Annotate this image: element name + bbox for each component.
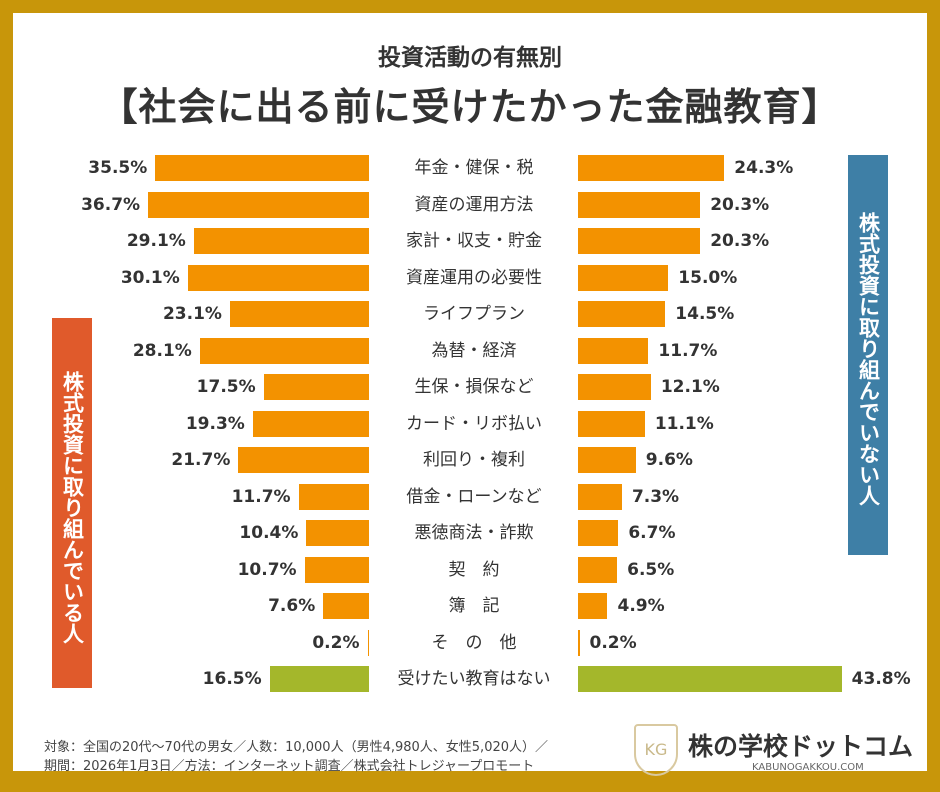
value-label-right: 43.8% [851, 669, 911, 689]
chart-frame [13, 13, 927, 771]
value-label-right: 12.1% [660, 377, 720, 397]
value-label-left: 10.4% [239, 523, 299, 543]
left-series-label: 株式投資に取り組んでいる人 [52, 318, 92, 688]
value-label-right: 6.7% [628, 523, 676, 543]
bar-right [578, 410, 645, 437]
category-label: 簿 記 [448, 596, 500, 616]
value-label-left: 29.1% [126, 231, 186, 251]
bar-right [578, 337, 649, 364]
bar-left [263, 374, 369, 400]
value-label-right: 7.3% [631, 486, 680, 507]
footer-line-1: 対象：全国の20代〜70代の男女／人数：10,000人（男性4,980人、女性5… [44, 740, 549, 755]
bar-left [252, 410, 369, 437]
category-label: 生保・損保など [414, 377, 534, 397]
value-label-left: 19.3% [185, 413, 245, 434]
bar-left [304, 556, 369, 583]
bar-right [578, 593, 608, 619]
value-label-left: 7.6% [268, 596, 316, 616]
category-label: そ の 他 [431, 632, 517, 653]
category-label: 受けたい教育はない [397, 669, 551, 689]
category-label: カード・リボ払い [406, 413, 542, 434]
bar-right [578, 447, 636, 473]
bar-left [269, 666, 369, 692]
bar-right [578, 666, 842, 692]
right-series-label: 株式投資に取り組んでいない人 [848, 155, 888, 555]
value-label-left: 28.1% [132, 340, 192, 361]
bar-left [199, 337, 369, 364]
brand-url: KABUNOGAKKOU.COM [752, 762, 864, 773]
value-label-left: 21.7% [171, 450, 231, 470]
bar-right [578, 374, 651, 400]
bar-right [578, 556, 618, 583]
value-label-right: 11.7% [658, 340, 718, 361]
value-label-left: 17.5% [196, 377, 256, 397]
category-label: 資産の運用方法 [414, 194, 534, 215]
category-label: 為替・経済 [431, 340, 517, 361]
value-label-left: 16.5% [202, 669, 262, 689]
category-label: 借金・ローンなど [406, 486, 542, 507]
value-label-left: 23.1% [162, 304, 222, 324]
value-label-right: 4.9% [617, 596, 665, 616]
value-label-right: 6.5% [627, 559, 675, 580]
footer-line-2: 期間：2026年1月3日／方法：インターネット調査／株式会社トレジャープロモート [44, 759, 535, 774]
bar-left [193, 228, 369, 254]
logo-shield-icon: KG [634, 724, 678, 776]
value-label-right: 14.5% [675, 304, 735, 324]
bar-left [367, 629, 369, 656]
value-label-left: 11.7% [231, 486, 291, 507]
value-label-right: 20.3% [710, 231, 770, 251]
category-label: 資産運用の必要性 [406, 267, 542, 288]
category-label: 家計・収支・貯金 [406, 231, 542, 251]
category-label: 年金・健保・税 [414, 158, 534, 178]
category-label: ライフプラン [423, 304, 525, 324]
category-label: 利回り・複利 [423, 450, 525, 470]
value-label-right: 9.6% [645, 450, 693, 470]
value-label-left: 30.1% [120, 267, 180, 288]
bar-right [578, 228, 701, 254]
bar-right [578, 264, 669, 291]
footer-notes: 対象：全国の20代〜70代の男女／人数：10,000人（男性4,980人、女性5… [44, 738, 548, 776]
bar-right [578, 155, 725, 181]
value-label-right: 24.3% [734, 158, 794, 178]
value-label-left: 35.5% [88, 158, 148, 178]
value-label-left: 0.2% [312, 632, 360, 653]
value-label-right: 20.3% [710, 194, 770, 215]
value-label-left: 36.7% [81, 194, 141, 215]
bar-left [323, 593, 369, 619]
bar-left [155, 155, 369, 181]
bar-left [229, 301, 369, 327]
bar-right [578, 191, 701, 218]
bar-right [578, 629, 580, 656]
value-label-left: 10.7% [237, 559, 297, 580]
value-label-right: 15.0% [678, 267, 738, 288]
bar-left [238, 447, 369, 473]
bar-right [578, 520, 619, 546]
bar-left [298, 483, 369, 510]
value-label-right: 0.2% [589, 632, 637, 653]
value-label-right: 11.1% [654, 413, 714, 434]
bar-left [306, 520, 369, 546]
bar-left [148, 191, 369, 218]
bar-right [578, 301, 666, 327]
brand-name: 株の学校ドットコム [688, 732, 914, 761]
category-label: 悪徳商法・詐欺 [414, 523, 534, 543]
chart-subtitle: 投資活動の有無別 [378, 45, 562, 71]
chart-title: 【社会に出る前に受けたかった金融教育】 [99, 85, 841, 129]
bar-left [187, 264, 369, 291]
category-label: 契 約 [448, 559, 500, 580]
bar-right [578, 483, 622, 510]
